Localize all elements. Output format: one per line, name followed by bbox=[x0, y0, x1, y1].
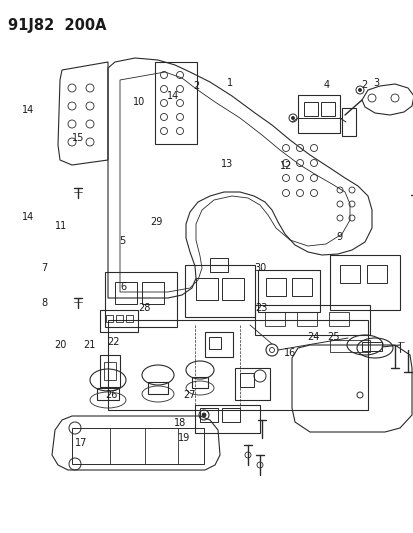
Text: 28: 28 bbox=[138, 303, 150, 313]
Bar bbox=[185, 265, 254, 317]
Bar bbox=[126, 315, 133, 322]
Bar bbox=[328, 312, 348, 326]
Text: 10: 10 bbox=[132, 98, 145, 107]
Bar bbox=[235, 368, 269, 400]
Text: 1: 1 bbox=[226, 78, 232, 87]
Text: 16: 16 bbox=[283, 348, 295, 358]
Bar bbox=[264, 312, 284, 326]
Bar bbox=[199, 408, 218, 422]
Text: 19: 19 bbox=[178, 433, 190, 443]
Text: 6: 6 bbox=[120, 282, 126, 292]
Bar bbox=[296, 312, 316, 326]
Text: 29: 29 bbox=[150, 217, 162, 227]
Bar bbox=[108, 320, 367, 410]
Text: 3: 3 bbox=[373, 78, 379, 87]
Text: 91J82  200A: 91J82 200A bbox=[8, 18, 106, 33]
Text: 15: 15 bbox=[71, 133, 84, 142]
Text: 22: 22 bbox=[107, 337, 120, 347]
Circle shape bbox=[358, 88, 361, 92]
Circle shape bbox=[202, 413, 206, 417]
Text: 24: 24 bbox=[307, 332, 319, 342]
Text: 20: 20 bbox=[54, 341, 66, 350]
Text: 26: 26 bbox=[104, 391, 117, 400]
Bar bbox=[195, 278, 218, 300]
Bar bbox=[329, 340, 369, 352]
Text: 14: 14 bbox=[22, 212, 34, 222]
Text: 7: 7 bbox=[41, 263, 48, 273]
Bar bbox=[104, 362, 116, 380]
Text: 11: 11 bbox=[55, 221, 67, 231]
Bar bbox=[97, 388, 119, 400]
Text: 30: 30 bbox=[254, 263, 266, 272]
Bar bbox=[303, 102, 317, 116]
Bar bbox=[115, 282, 137, 304]
Bar bbox=[257, 270, 319, 312]
Bar bbox=[100, 355, 120, 387]
Bar bbox=[106, 315, 113, 322]
Bar bbox=[266, 278, 285, 296]
Bar bbox=[209, 258, 228, 272]
Bar bbox=[154, 62, 197, 144]
Text: 8: 8 bbox=[42, 298, 47, 308]
Text: 2: 2 bbox=[360, 80, 367, 90]
Text: 25: 25 bbox=[326, 332, 339, 342]
Text: 5: 5 bbox=[119, 237, 125, 246]
Text: 27: 27 bbox=[183, 391, 195, 400]
Bar bbox=[72, 428, 204, 464]
Text: 2: 2 bbox=[193, 82, 199, 91]
Text: 13: 13 bbox=[220, 159, 233, 168]
Bar bbox=[142, 282, 164, 304]
Text: 21: 21 bbox=[83, 341, 95, 350]
Bar bbox=[100, 310, 138, 332]
Text: 23: 23 bbox=[255, 303, 267, 313]
Bar bbox=[254, 305, 369, 335]
Bar bbox=[192, 377, 207, 388]
Text: 12: 12 bbox=[279, 161, 291, 171]
Bar bbox=[240, 373, 254, 387]
Text: 17: 17 bbox=[74, 439, 87, 448]
Bar bbox=[291, 278, 311, 296]
Bar bbox=[320, 102, 334, 116]
Text: 14: 14 bbox=[22, 106, 34, 115]
Text: 9: 9 bbox=[336, 232, 342, 242]
Bar bbox=[221, 408, 240, 422]
Circle shape bbox=[291, 117, 294, 119]
Bar bbox=[147, 382, 168, 394]
Bar bbox=[297, 95, 339, 133]
Bar bbox=[105, 272, 177, 327]
Text: 18: 18 bbox=[173, 418, 186, 427]
Bar bbox=[221, 278, 243, 300]
Bar bbox=[361, 342, 381, 351]
Bar bbox=[209, 337, 221, 349]
Bar bbox=[341, 108, 355, 136]
Bar bbox=[366, 265, 386, 283]
Bar bbox=[116, 315, 123, 322]
Bar bbox=[339, 265, 359, 283]
Text: 4: 4 bbox=[323, 80, 329, 90]
Text: 14: 14 bbox=[166, 91, 179, 101]
Bar bbox=[195, 405, 259, 433]
Bar bbox=[204, 332, 233, 357]
Bar bbox=[329, 255, 399, 310]
